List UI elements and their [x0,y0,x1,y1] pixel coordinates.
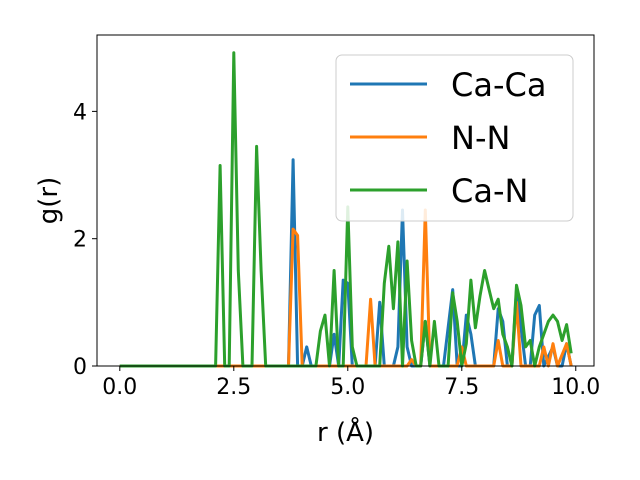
legend: Ca-Ca N-N Ca-N [335,54,574,222]
y-tick-label: 0 [73,355,87,380]
plot-frame [96,34,595,367]
x-tick-label: 0.0 [102,375,137,400]
x-axis: 0.0 2.5 5.0 7.5 10.0 [102,366,600,400]
legend-label-2: Ca-N [451,172,528,210]
x-tick-label: 2.5 [216,375,251,400]
y-tick-label: 4 [73,100,87,125]
legend-box [335,54,574,222]
legend-label-0: Ca-Ca [451,66,546,104]
y-axis: 0 2 4 [73,100,97,380]
legend-label-1: N-N [451,119,510,157]
x-tick-label: 10.0 [551,375,600,400]
x-tick-label: 7.5 [444,375,479,400]
series-line-2 [119,51,573,368]
x-tick-label: 5.0 [330,375,365,400]
y-axis-label: g(r) [34,177,64,224]
x-axis-label: r (Å) [317,416,374,448]
y-tick-label: 2 [73,228,87,253]
